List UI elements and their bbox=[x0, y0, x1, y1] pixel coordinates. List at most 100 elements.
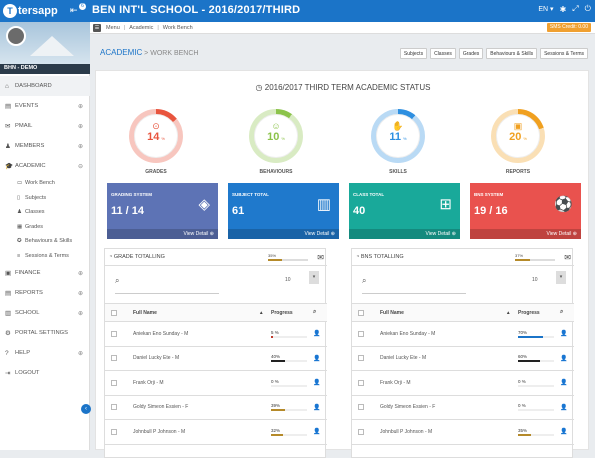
sidebar-item-members[interactable]: ♟ MEMBERS ⊕ bbox=[0, 136, 90, 156]
sidebar-item-label: HELP bbox=[15, 350, 31, 356]
expand-icon[interactable]: ⊕ bbox=[77, 350, 83, 357]
user-profile-icon[interactable]: 👤 bbox=[560, 429, 568, 436]
status-panel: ◷ 2016/2017 THIRD TERM ACADEMIC STATUS ⊙… bbox=[95, 70, 589, 458]
user-profile-icon[interactable]: 👤 bbox=[313, 404, 321, 411]
sidebar-subitem-behaviours-skills[interactable]: ✪ Behaviours & Skills bbox=[0, 234, 90, 249]
collapse-sidebar-button[interactable]: ‹ bbox=[81, 404, 91, 414]
expand-icon[interactable]: ⊖ bbox=[77, 163, 83, 170]
sidebar-item-events[interactable]: ▤ EVENTS ⊕ bbox=[0, 96, 90, 116]
sms-credit-badge[interactable]: SMS Credit: 0.00 bbox=[546, 23, 591, 32]
view-detail-link[interactable]: View Detail ⊕ bbox=[470, 229, 581, 239]
chevron-down-icon[interactable]: ▾ bbox=[556, 271, 566, 284]
language-selector[interactable]: EN ▾ bbox=[538, 6, 554, 13]
sidebar-item-school[interactable]: ▥ SCHOOL ⊕ bbox=[0, 303, 90, 323]
search-input[interactable] bbox=[115, 293, 219, 294]
select-all-checkbox[interactable] bbox=[111, 309, 117, 316]
sidebar-subitem-work-bench[interactable]: ▭ Work Bench bbox=[0, 176, 90, 191]
search-icon[interactable]: ⌕ bbox=[362, 276, 367, 285]
sidebar-item-academic[interactable]: 🎓 ACADEMIC ⊖ bbox=[0, 156, 90, 176]
gauge-ring: ☺ 10% bbox=[249, 109, 303, 163]
expand-icon[interactable]: ⊕ bbox=[77, 290, 83, 297]
sidebar-subitem-sessions-terms[interactable]: ≡ Sessions & Terms bbox=[0, 249, 90, 264]
row-checkbox[interactable] bbox=[111, 379, 117, 386]
sort-icon[interactable]: ▴ bbox=[507, 309, 510, 316]
view-detail-link[interactable]: View Detail ⊕ bbox=[107, 229, 218, 239]
user-profile-icon[interactable]: 👤 bbox=[313, 355, 321, 362]
table-row: Goldy Simeon Essien - F 39% 👤 bbox=[105, 396, 327, 420]
row-checkbox[interactable] bbox=[358, 355, 364, 362]
search-icon[interactable]: ⌕ bbox=[560, 309, 564, 315]
table-header: ◔ BNS TOTALLING 37% ✉ bbox=[352, 249, 574, 266]
sidebar-item-dashboard[interactable]: ⌂ DASHBOARD bbox=[0, 76, 90, 96]
settings-icon[interactable]: ✱ bbox=[559, 4, 567, 14]
breadcrumb-menu[interactable]: Menu bbox=[106, 24, 120, 31]
row-checkbox[interactable] bbox=[358, 379, 364, 386]
sidebar-item-finance[interactable]: ▣ FINANCE ⊕ bbox=[0, 263, 90, 283]
mail-icon[interactable]: ✉ bbox=[317, 253, 324, 262]
page-size-select[interactable]: 10 bbox=[285, 277, 291, 283]
row-checkbox[interactable] bbox=[111, 404, 117, 411]
expand-icon[interactable]: ⊕ bbox=[77, 270, 83, 277]
sidebar-item-reports[interactable]: ▤ REPORTS ⊕ bbox=[0, 283, 90, 303]
column-full-name[interactable]: Full Name bbox=[133, 309, 157, 316]
chevron-down-icon[interactable]: ▾ bbox=[309, 271, 319, 284]
column-full-name[interactable]: Full Name bbox=[380, 309, 404, 316]
user-profile-icon[interactable]: 👤 bbox=[313, 380, 321, 387]
expand-icon[interactable]: ⊕ bbox=[77, 143, 83, 150]
sidebar-item-logout[interactable]: ⇥ LOGOUT bbox=[0, 363, 90, 383]
row-checkbox[interactable] bbox=[111, 330, 117, 337]
tab-sessions-terms[interactable]: Sessions & Terms bbox=[540, 48, 588, 59]
search-icon[interactable]: ⌕ bbox=[313, 309, 317, 315]
sidebar-item-pmail[interactable]: ✉ PMAIL ⊕ bbox=[0, 116, 90, 136]
row-checkbox[interactable] bbox=[358, 330, 364, 337]
gauge-grades[interactable]: ⊙ 14% GRADES bbox=[126, 109, 186, 175]
expand-icon[interactable]: ⊕ bbox=[77, 123, 83, 130]
expand-icon[interactable]: ⊕ bbox=[77, 310, 83, 317]
sidebar-subitem-icon: ≡ bbox=[17, 252, 21, 259]
user-profile-icon[interactable]: 👤 bbox=[313, 429, 321, 436]
breadcrumb-academic[interactable]: Academic bbox=[129, 24, 154, 31]
row-checkbox[interactable] bbox=[358, 404, 364, 411]
logout-icon[interactable]: ⏻ bbox=[584, 4, 591, 13]
tab-subjects[interactable]: Subjects bbox=[399, 48, 428, 59]
search-icon[interactable]: ⌕ bbox=[115, 276, 120, 285]
toggle-sidebar-icon[interactable]: ⇤ bbox=[70, 5, 78, 15]
user-profile-icon[interactable]: 👤 bbox=[560, 331, 568, 338]
user-profile-icon[interactable]: 👤 bbox=[560, 380, 568, 387]
page-size-select[interactable]: 10 bbox=[532, 277, 538, 283]
sidebar-item-portal-settings[interactable]: ⚙ PORTAL SETTINGS bbox=[0, 323, 90, 343]
search-input[interactable] bbox=[362, 293, 466, 294]
sort-icon[interactable]: ▴ bbox=[260, 309, 263, 316]
row-checkbox[interactable] bbox=[111, 428, 117, 435]
menu-icon[interactable]: ☰ bbox=[93, 23, 101, 32]
expand-icon[interactable]: ⊕ bbox=[77, 103, 83, 110]
row-checkbox[interactable] bbox=[111, 355, 117, 362]
gauge-skills[interactable]: ✋ 11% SKILLS bbox=[368, 109, 428, 175]
breadcrumb-current: Work Bench bbox=[162, 24, 193, 31]
user-profile-icon[interactable]: 👤 bbox=[313, 331, 321, 338]
fullscreen-icon[interactable]: ⤢ bbox=[572, 4, 579, 13]
view-detail-link[interactable]: View Detail ⊕ bbox=[349, 229, 460, 239]
student-table: Full Name ▴ Progress ⌕ Aniekan Eno Sunday - … bbox=[105, 303, 327, 445]
gauge-behaviours[interactable]: ☺ 10% BEHAVIOURS bbox=[246, 109, 306, 175]
sidebar-subitem-classes[interactable]: ♟ Classes bbox=[0, 205, 90, 220]
sidebar-item-help[interactable]: ? HELP ⊕ bbox=[0, 343, 90, 363]
tab-behaviours-skills[interactable]: Behaviours & Skills bbox=[486, 48, 538, 59]
tab-grades[interactable]: Grades bbox=[458, 48, 484, 59]
mail-icon[interactable]: ✉ bbox=[564, 253, 571, 262]
sidebar-subitem-subjects[interactable]: ▯ Subjects bbox=[0, 191, 90, 206]
gauge-reports[interactable]: ▣ 20% REPORTS bbox=[488, 109, 548, 175]
gauge-value: 20% bbox=[509, 131, 527, 143]
card-value: 61 bbox=[232, 205, 245, 217]
sidebar-subitem-grades[interactable]: ▦ Grades bbox=[0, 220, 90, 235]
user-profile-icon[interactable]: 👤 bbox=[560, 404, 568, 411]
select-all-checkbox[interactable] bbox=[358, 309, 364, 316]
notification-badge[interactable]: 6 bbox=[79, 3, 86, 10]
avatar[interactable] bbox=[0, 22, 90, 64]
view-detail-link[interactable]: View Detail ⊕ bbox=[228, 229, 339, 239]
tab-classes[interactable]: Classes bbox=[430, 48, 456, 59]
user-profile-icon[interactable]: 👤 bbox=[560, 355, 568, 362]
row-checkbox[interactable] bbox=[358, 428, 364, 435]
progress-bar: 40% bbox=[271, 354, 307, 363]
